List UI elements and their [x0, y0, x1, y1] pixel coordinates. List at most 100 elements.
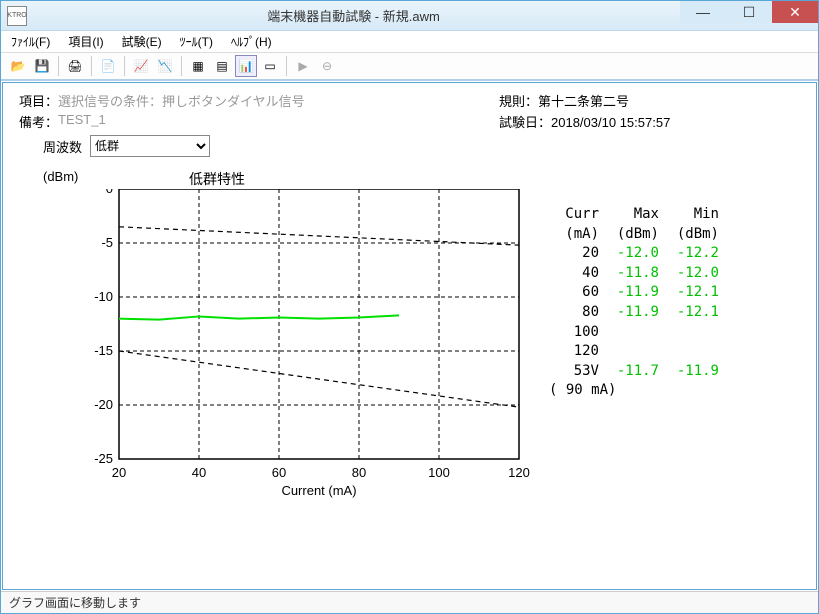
window-title: 端末機器自動試験 - 新規.awm	[27, 6, 680, 25]
chart-svg: 204060801001200-5-10-15-20-25Current (mA…	[89, 189, 549, 509]
grid2-icon[interactable]: ▤	[211, 55, 233, 77]
status-text: グラフ画面に移動します	[9, 594, 141, 611]
data-table: Curr Max Min (mA) (dBm) (dBm) 20-12.0-12…	[549, 205, 719, 509]
tu-max: (dBm)	[599, 225, 659, 245]
cell-min	[659, 323, 719, 343]
chart2-icon[interactable]: 📉	[154, 55, 176, 77]
table-body: 20-12.0-12.240-11.8-12.060-11.9-12.180-1…	[549, 244, 719, 381]
open-icon[interactable]: 📂	[7, 55, 29, 77]
cell-curr: 20	[549, 244, 599, 264]
menu-help[interactable]: ﾍﾙﾌﾟ(H)	[225, 31, 278, 52]
maximize-button[interactable]: ☐	[726, 1, 772, 23]
rule-value: 第十二条第二号	[538, 94, 629, 109]
cell-max: -12.0	[599, 244, 659, 264]
table-header: Curr Max Min	[549, 205, 719, 225]
cell-curr: 60	[549, 283, 599, 303]
save-icon[interactable]: 💾	[31, 55, 53, 77]
table-extra: ( 90 mA)	[549, 381, 719, 401]
tu-min: (dBm)	[659, 225, 719, 245]
y-unit-label: (dBm)	[43, 169, 78, 184]
minimize-button[interactable]: —	[680, 1, 726, 23]
menu-file[interactable]: ﾌｧｲﾙ(F)	[5, 31, 56, 52]
grid1-icon[interactable]: ▦	[187, 55, 209, 77]
table-row: 53V-11.7-11.9	[549, 362, 719, 382]
svg-text:-15: -15	[94, 343, 113, 358]
table-row: 60-11.9-12.1	[549, 283, 719, 303]
table-row: 80-11.9-12.1	[549, 303, 719, 323]
info-row-2: 備考： TEST_1 試験日：2018/03/10 15:57:57	[19, 112, 800, 131]
max-icon[interactable]: ▭	[259, 55, 281, 77]
toolbar-sep	[286, 56, 287, 76]
date-value: 2018/03/10 15:57:57	[551, 115, 670, 130]
note-value: TEST_1	[58, 112, 106, 131]
cell-curr: 100	[549, 323, 599, 343]
svg-text:120: 120	[508, 465, 530, 480]
table-row: 100	[549, 323, 719, 343]
toolbar-sep	[181, 56, 182, 76]
app-icon: KTRO	[7, 6, 27, 26]
menu-tool[interactable]: ﾂｰﾙ(T)	[174, 31, 219, 52]
cell-curr: 120	[549, 342, 599, 362]
cell-min: -11.9	[659, 362, 719, 382]
cell-max	[599, 342, 659, 362]
cell-curr: 40	[549, 264, 599, 284]
play-icon[interactable]: ▶	[292, 55, 314, 77]
cell-min: -12.1	[659, 283, 719, 303]
toolbar: 📂 💾 🖨 📄 📈 📉 ▦ ▤ 📊 ▭ ▶ ⊖	[1, 53, 818, 81]
freq-select[interactable]: 低群	[90, 135, 210, 157]
window-controls: — ☐ ✕	[680, 1, 818, 30]
toolbar-sep	[124, 56, 125, 76]
cell-min	[659, 342, 719, 362]
note-label: 備考：	[19, 112, 58, 131]
chart1-icon[interactable]: 📈	[130, 55, 152, 77]
cell-min: -12.0	[659, 264, 719, 284]
svg-text:-20: -20	[94, 397, 113, 412]
svg-text:40: 40	[192, 465, 206, 480]
cell-min: -12.2	[659, 244, 719, 264]
toolbar-sep	[58, 56, 59, 76]
table-row: 20-12.0-12.2	[549, 244, 719, 264]
rule-label: 規則：	[499, 94, 538, 109]
print-icon[interactable]: 🖨	[64, 55, 86, 77]
th-max: Max	[599, 205, 659, 225]
svg-text:-10: -10	[94, 289, 113, 304]
chart-table-wrap: (dBm) 低群特性 204060801001200-5-10-15-20-25…	[19, 169, 800, 509]
statusbar: グラフ画面に移動します	[1, 591, 818, 613]
titlebar: KTRO 端末機器自動試験 - 新規.awm — ☐ ✕	[1, 1, 818, 31]
item-label: 項目：	[19, 91, 58, 110]
cell-min: -12.1	[659, 303, 719, 323]
cell-max: -11.9	[599, 283, 659, 303]
app-window: KTRO 端末機器自動試験 - 新規.awm — ☐ ✕ ﾌｧｲﾙ(F) 項目(…	[0, 0, 819, 614]
freq-label: 周波数	[43, 137, 82, 156]
info-row-1: 項目： 選択信号の条件：押しボタンダイヤル信号 規則：第十二条第二号	[19, 91, 800, 110]
cell-max	[599, 323, 659, 343]
toolbar-sep	[91, 56, 92, 76]
menubar: ﾌｧｲﾙ(F) 項目(I) 試験(E) ﾂｰﾙ(T) ﾍﾙﾌﾟ(H)	[1, 31, 818, 53]
th-min: Min	[659, 205, 719, 225]
sheet-icon[interactable]: 📄	[97, 55, 119, 77]
graph-icon[interactable]: 📊	[235, 55, 257, 77]
th-curr: Curr	[549, 205, 599, 225]
svg-text:0: 0	[106, 189, 113, 196]
svg-text:100: 100	[428, 465, 450, 480]
svg-text:-25: -25	[94, 451, 113, 466]
freq-row: 周波数 低群	[43, 135, 800, 157]
cell-max: -11.8	[599, 264, 659, 284]
extra-text: ( 90 mA)	[549, 381, 719, 401]
cell-curr: 80	[549, 303, 599, 323]
svg-text:20: 20	[112, 465, 126, 480]
date-label: 試験日：	[499, 115, 551, 130]
cell-curr: 53V	[549, 362, 599, 382]
chart-title: 低群特性	[189, 169, 245, 189]
svg-text:-5: -5	[101, 235, 113, 250]
cell-max: -11.9	[599, 303, 659, 323]
svg-text:60: 60	[272, 465, 286, 480]
menu-item[interactable]: 項目(I)	[62, 31, 109, 52]
chart-area: (dBm) 低群特性 204060801001200-5-10-15-20-25…	[39, 169, 509, 509]
close-button[interactable]: ✕	[772, 1, 818, 23]
cell-max: -11.7	[599, 362, 659, 382]
menu-test[interactable]: 試験(E)	[116, 31, 168, 52]
tu-curr: (mA)	[549, 225, 599, 245]
content-area: 項目： 選択信号の条件：押しボタンダイヤル信号 規則：第十二条第二号 備考： T…	[2, 82, 817, 590]
stop-icon[interactable]: ⊖	[316, 55, 338, 77]
